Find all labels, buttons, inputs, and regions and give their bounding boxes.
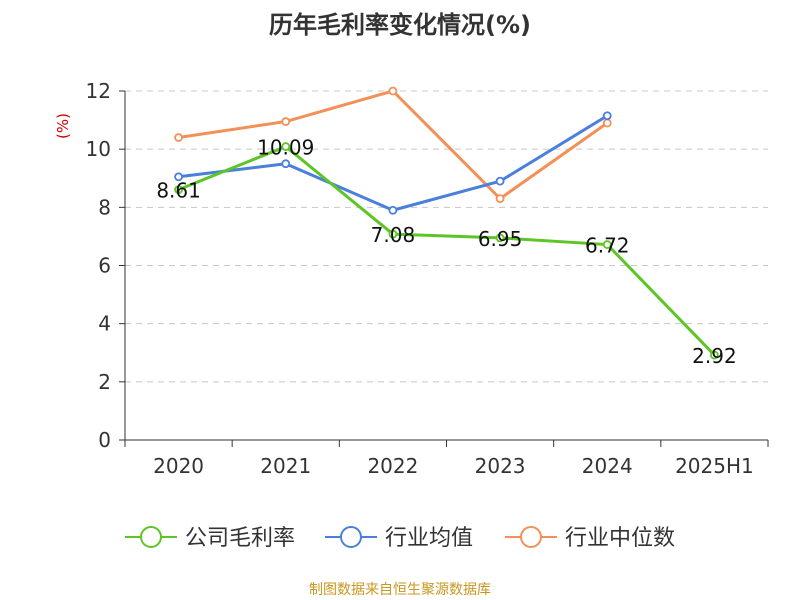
y-tick-label: 12 <box>86 79 111 103</box>
data-point <box>388 86 398 96</box>
y-tick-label: 0 <box>98 428 111 452</box>
x-tick-label: 2025H1 <box>675 454 754 478</box>
data-label: 10.09 <box>257 136 314 160</box>
grid-lines <box>125 90 768 383</box>
x-tick-labels: 2020 2021 2022 2023 2024 2025H1 <box>153 454 754 478</box>
legend-marker <box>520 526 542 548</box>
x-tick-label: 2021 <box>260 454 311 478</box>
data-label: 6.72 <box>585 234 630 258</box>
data-labels: 8.61 10.09 7.08 6.95 6.72 2.92 <box>156 136 736 369</box>
data-point <box>174 185 183 194</box>
data-point <box>495 176 505 186</box>
y-tick-label: 8 <box>98 195 111 219</box>
data-label: 8.61 <box>156 179 201 203</box>
data-point <box>281 142 291 151</box>
data-point <box>174 133 183 142</box>
data-point <box>495 233 505 243</box>
y-tick-label: 10 <box>86 137 111 161</box>
axes <box>119 90 769 447</box>
chart-title: 历年毛利率变化情况(%) <box>269 11 531 39</box>
legend-marker <box>340 526 362 548</box>
y-tick-label: 6 <box>98 254 111 278</box>
x-tick-label: 2020 <box>153 454 204 478</box>
data-point <box>602 111 612 121</box>
data-point <box>281 159 291 169</box>
series-line <box>178 145 716 357</box>
legend: 公司毛利率 行业均值 行业中位数 <box>125 526 675 551</box>
y-tick-label: 4 <box>98 312 111 336</box>
data-point <box>281 117 291 126</box>
y-tick-labels: 0 2 4 6 8 10 12 <box>86 79 111 452</box>
legend-marker <box>140 526 162 548</box>
source-note: 制图数据来自恒生聚源数据库 <box>309 582 491 598</box>
legend-label: 行业均值 <box>385 526 473 551</box>
data-point <box>388 205 398 215</box>
legend-label: 公司毛利率 <box>185 526 295 551</box>
y-axis-label: (%) <box>54 113 72 139</box>
series-layer <box>174 86 719 360</box>
data-point <box>174 172 183 182</box>
data-point <box>602 118 612 128</box>
data-point <box>495 194 505 204</box>
y-tick-label: 2 <box>98 370 111 394</box>
data-label: 2.92 <box>692 344 737 368</box>
x-tick-label: 2022 <box>367 454 418 478</box>
legend-label: 行业中位数 <box>565 526 675 551</box>
series-line <box>178 89 609 201</box>
data-label: 7.08 <box>371 223 416 247</box>
data-point <box>388 229 398 239</box>
data-point <box>602 240 612 249</box>
x-tick-label: 2024 <box>582 454 633 478</box>
data-point <box>710 350 719 360</box>
x-tick-label: 2023 <box>475 454 526 478</box>
data-label: 6.95 <box>478 227 523 251</box>
